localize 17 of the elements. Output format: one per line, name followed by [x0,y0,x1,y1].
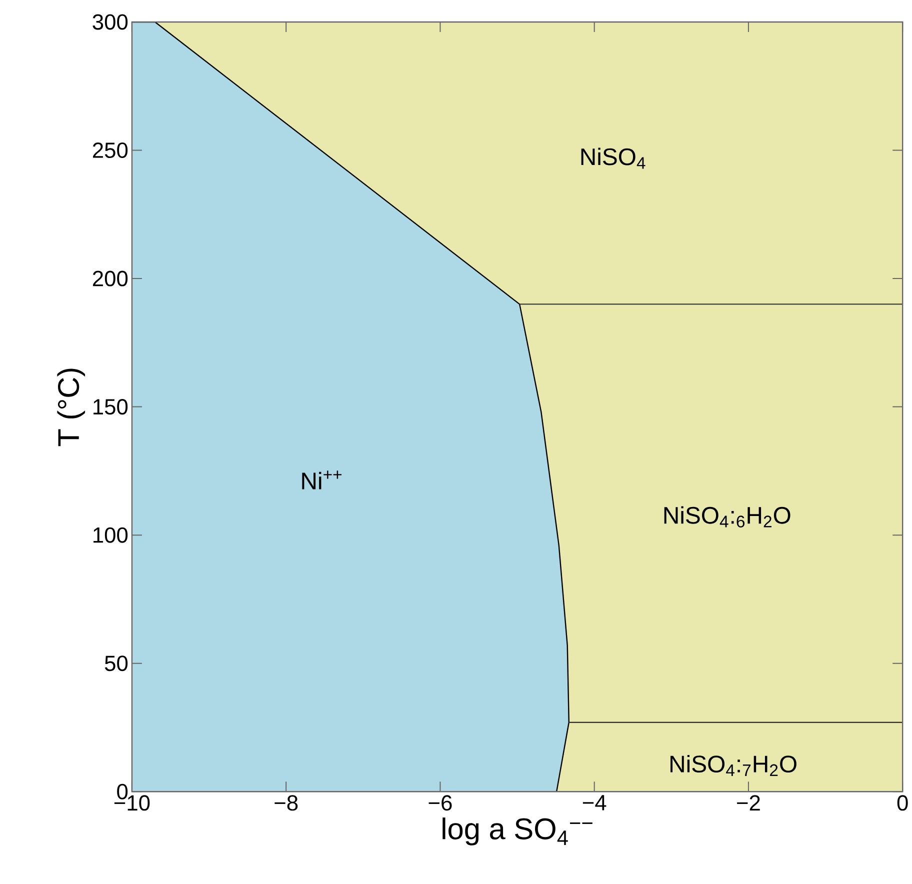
y-tick-label: 300 [92,14,128,30]
annotation: NiSO$_{4}$ [581,148,646,169]
y-tick-label: 50 [104,656,128,672]
annotation: Ni$^{++}$ [302,470,342,490]
x-tick-label: −2 [737,795,760,811]
y-tick-label: 100 [94,528,128,544]
x-tick-label: −8 [274,795,298,811]
annotation: NiSO$_{4}$:$_{6}$H$_{2}$O [664,506,790,528]
y-tick-label: 150 [94,399,128,415]
annotation: NiSO$_{4}$:$_{7}$H$_{2}$O [670,755,796,776]
x-tick-label: 0 [897,795,908,811]
y-tick-label: 250 [92,142,128,158]
y-axis-title: T (°C) [57,368,86,446]
x-axis-title: log a SO$_{4}$−− [442,818,592,846]
x-tick-label: −6 [428,795,452,811]
x-tick-label: −4 [582,795,606,810]
y-tick-label: 200 [92,270,128,286]
